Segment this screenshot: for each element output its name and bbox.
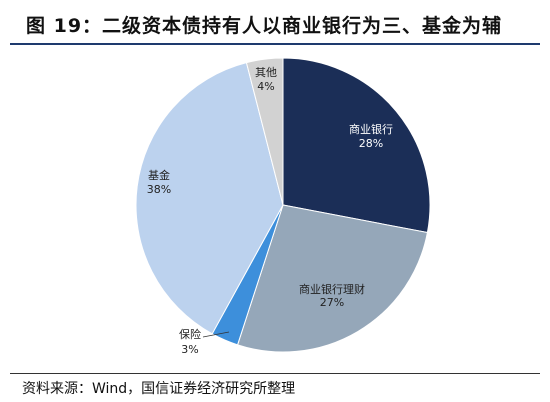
slice-funds bbox=[135, 62, 284, 335]
slice-value-bank-wealth-management: 27% bbox=[320, 296, 344, 309]
slice-bank-wealth-management bbox=[236, 204, 428, 353]
source-note: 资料来源：Wind，国信证券经济研究所整理 bbox=[22, 381, 296, 397]
chart-title: 图 19：二级资本债持有人以商业银行为三、基金为辅 bbox=[26, 15, 503, 37]
slice-label-funds: 基金 bbox=[148, 168, 170, 182]
slice-value-funds: 38% bbox=[147, 183, 171, 196]
slice-commercial-banks bbox=[282, 57, 431, 234]
slice-label-bank-wealth-management: 商业银行理财 bbox=[299, 282, 365, 296]
leader-line-insurance bbox=[202, 331, 230, 338]
slice-label-commercial-banks: 商业银行 bbox=[349, 122, 393, 136]
slice-label-others: 其他 bbox=[255, 66, 277, 79]
title-rule bbox=[10, 43, 540, 45]
slice-value-insurance: 3% bbox=[181, 343, 198, 356]
slice-value-others: 4% bbox=[257, 80, 274, 93]
slice-others bbox=[245, 57, 284, 206]
footer-rule bbox=[10, 373, 540, 374]
slice-label-insurance: 保险 bbox=[179, 327, 201, 341]
slice-value-commercial-banks: 28% bbox=[359, 137, 383, 150]
pie-slices bbox=[135, 57, 431, 353]
